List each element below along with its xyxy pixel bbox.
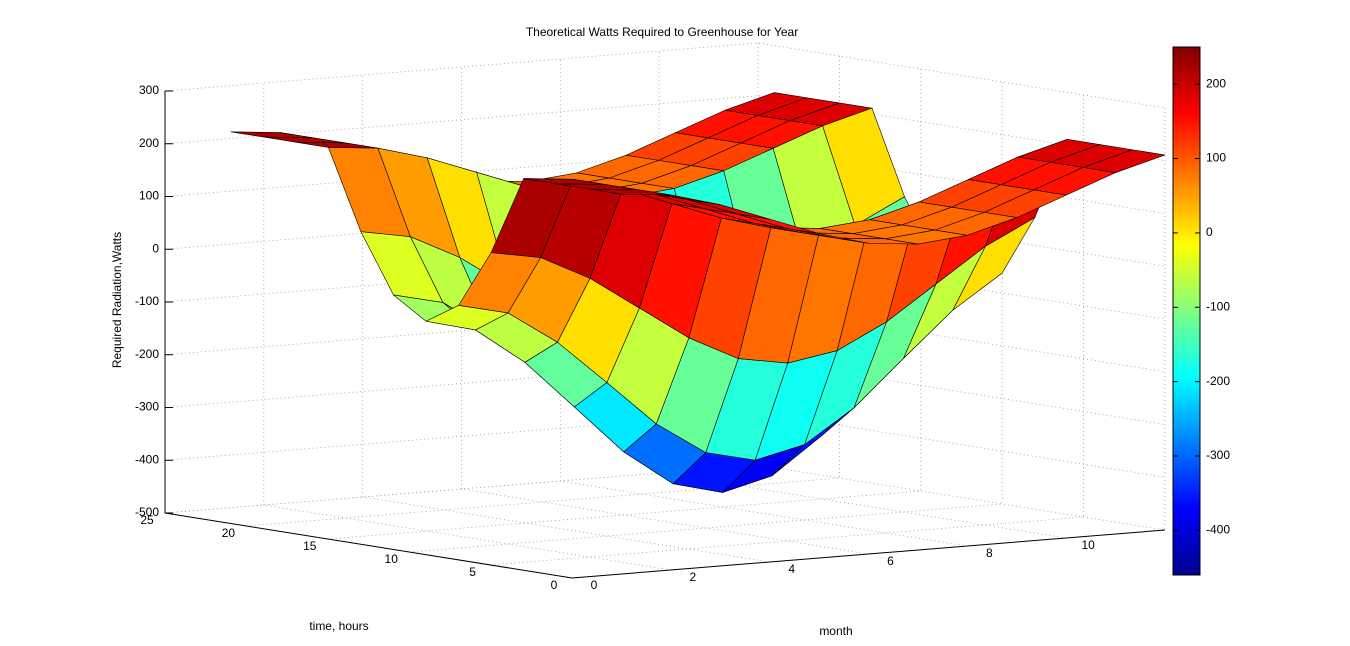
chart-title: Theoretical Watts Required to Greenhouse… <box>526 25 798 39</box>
z-tick-label: -100 <box>135 294 159 308</box>
colorbar-tick-label: 200 <box>1206 76 1226 90</box>
z-tick-label: -300 <box>135 400 159 414</box>
colorbar-tick-label: -300 <box>1206 448 1230 462</box>
x-tick-label: 2 <box>689 570 696 584</box>
z-tick-label: 0 <box>152 241 159 255</box>
x-tick-label: 8 <box>986 546 993 560</box>
grid-line <box>263 83 671 571</box>
grid-line <box>164 42 1166 109</box>
colorbar-tick-label: -200 <box>1206 374 1230 388</box>
z-tick-label: 200 <box>139 136 159 150</box>
y-tick-label: 5 <box>469 565 476 579</box>
grid-line <box>362 75 770 563</box>
z-tick-label: 300 <box>139 83 159 97</box>
y-tick-label: 20 <box>222 526 236 540</box>
z-axis-label: Required Radiation,Watts <box>110 232 124 368</box>
colorbar-tick-label: 0 <box>1206 225 1213 239</box>
x-tick-label: 4 <box>788 562 795 576</box>
x-tick-label: 6 <box>887 554 894 568</box>
x-axis-label: month <box>819 624 852 638</box>
grid-line <box>571 108 1166 579</box>
y-axis-label: time, hours <box>309 619 368 633</box>
y-axis <box>164 512 573 579</box>
colorbar <box>1172 46 1201 576</box>
surface-patch <box>588 188 671 196</box>
y-tick-label: 10 <box>385 552 399 566</box>
z-tick-label: -400 <box>135 452 159 466</box>
z-tick-label: -200 <box>135 347 159 361</box>
colorbar-tick-label: -100 <box>1206 299 1230 313</box>
y-tick-label: 25 <box>140 513 154 527</box>
grid-line <box>461 67 869 555</box>
x-tick-label: 10 <box>1081 538 1095 552</box>
z-tick-label: 100 <box>139 189 159 203</box>
y-tick-label: 15 <box>303 539 317 553</box>
colorbar-tick-label: -400 <box>1206 523 1230 537</box>
grid-line <box>490 95 1084 566</box>
y-tick-label: 0 <box>551 578 558 592</box>
x-tick-label: 0 <box>591 578 598 592</box>
x-axis <box>571 529 1166 579</box>
colorbar-tick-label: 100 <box>1206 151 1226 165</box>
z-tick-label: -500 <box>135 505 159 519</box>
